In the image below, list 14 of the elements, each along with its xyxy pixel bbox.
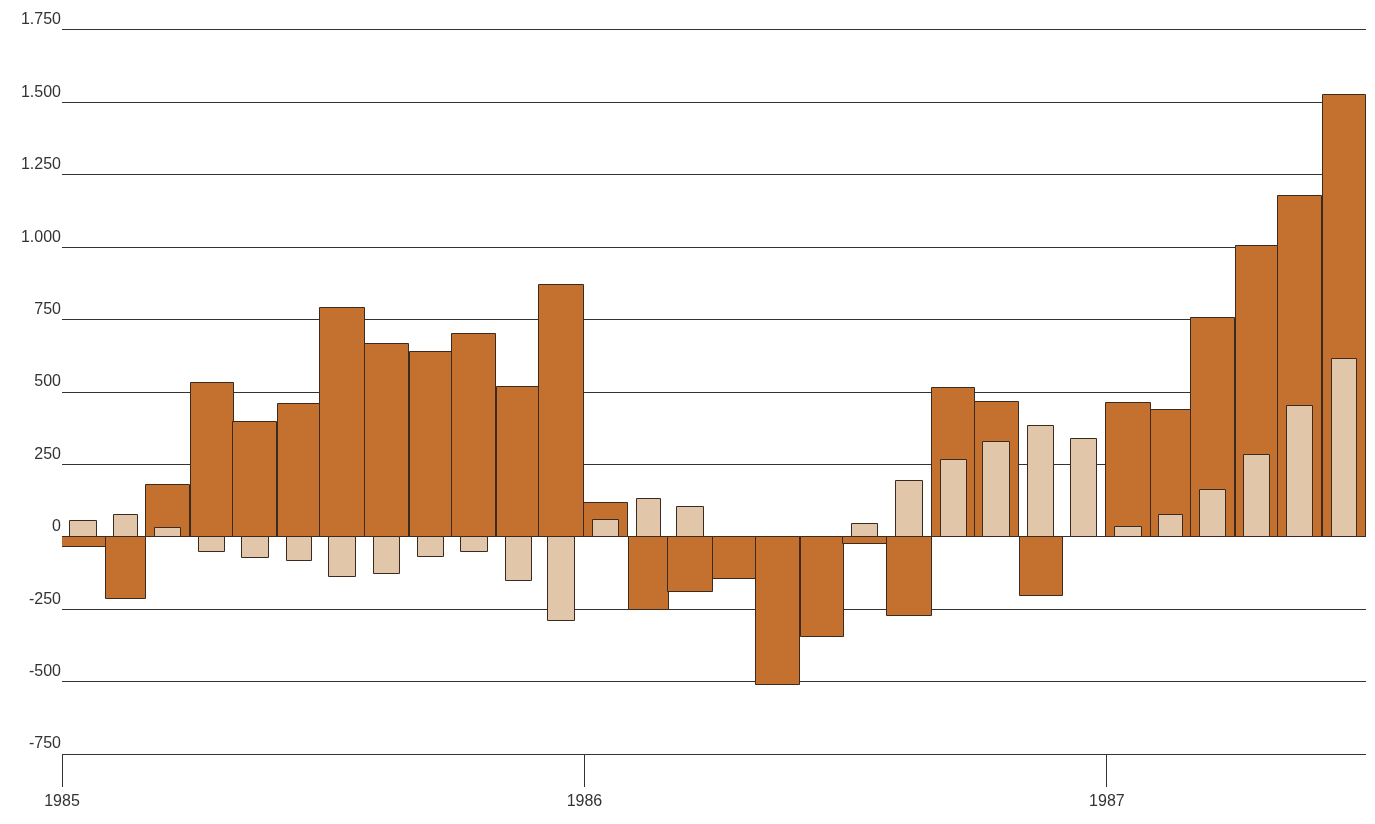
x-tick-label: 1987 bbox=[1089, 792, 1125, 810]
x-tick-label: 1985 bbox=[44, 792, 80, 810]
y-tick-label: 1.750 bbox=[20, 10, 62, 28]
x-tick-label: 1986 bbox=[566, 792, 603, 810]
y-tick-label: 1.250 bbox=[20, 155, 62, 173]
y-tick-label: 500 bbox=[34, 372, 62, 390]
y-tick-label: 250 bbox=[34, 444, 62, 462]
y-tick-label: 1.500 bbox=[20, 82, 62, 100]
y-tick-label: 0 bbox=[52, 517, 62, 535]
y-tick-label: -250 bbox=[28, 589, 62, 607]
y-tick-label: -750 bbox=[28, 734, 62, 752]
y-tick-label: -500 bbox=[28, 662, 62, 679]
y-tick-label: 1.000 bbox=[20, 227, 62, 245]
y-tick-label: 750 bbox=[34, 300, 62, 317]
